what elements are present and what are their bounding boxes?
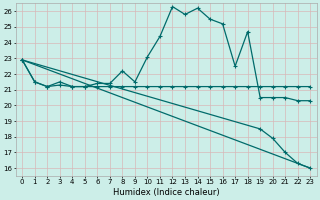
X-axis label: Humidex (Indice chaleur): Humidex (Indice chaleur) (113, 188, 220, 197)
